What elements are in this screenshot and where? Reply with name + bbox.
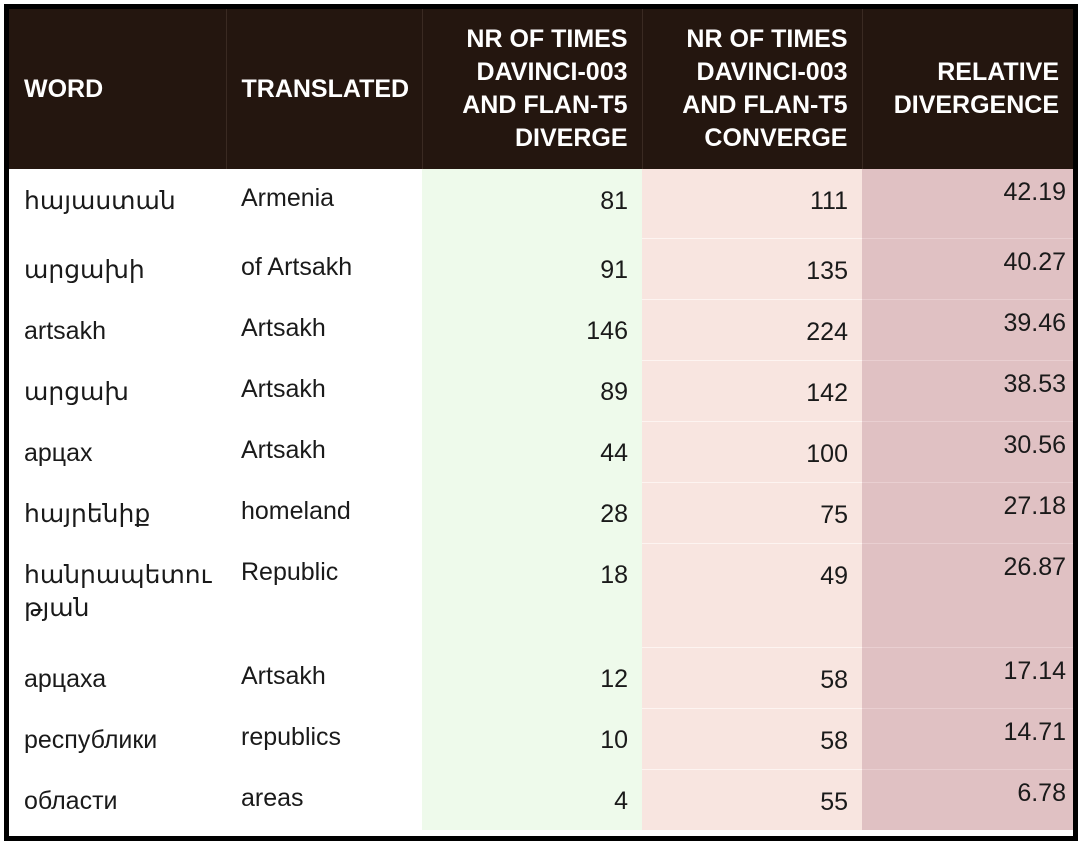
cell-converge: 100: [642, 420, 862, 482]
header-diverge: NR OF TIMES DAVINCI-003 AND FLAN-T5 DIVE…: [422, 9, 643, 169]
cell-translated: republics: [241, 723, 342, 751]
cell-translated: homeland: [241, 497, 351, 525]
table-row: հանրապետու թյան Republic 18 49 26.87: [9, 542, 1073, 647]
cell-translated: Republic: [241, 558, 339, 586]
cell-diverge: 44: [422, 421, 642, 482]
table-body: հայաստան Armenia 81 111 42.19 արցախի of …: [9, 169, 1073, 830]
cell-translated: Artsakh: [241, 314, 326, 342]
cell-word: հայրենիք: [24, 500, 151, 528]
header-word: WORD: [9, 9, 227, 169]
cell-word: арцаха: [24, 665, 107, 693]
cell-translated: areas: [241, 784, 304, 812]
cell-converge: 49: [642, 542, 862, 647]
cell-word: artsakh: [24, 317, 106, 345]
table-row: արցախ Artsakh 89 142 38.53: [9, 359, 1073, 421]
cell-translated: Artsakh: [241, 375, 326, 403]
cell-relative-divergence: 38.53: [862, 359, 1073, 421]
cell-relative-divergence: 17.14: [862, 646, 1073, 708]
table-header: WORD TRANSLATED NR OF TIMES DAVINCI-003 …: [9, 9, 1073, 169]
header-translated: TRANSLATED: [226, 9, 423, 169]
cell-diverge: 146: [422, 299, 642, 360]
cell-diverge: 81: [422, 169, 642, 238]
table-row: artsakh Artsakh 146 224 39.46: [9, 298, 1073, 360]
cell-converge: 224: [642, 298, 862, 360]
cell-converge: 75: [642, 481, 862, 543]
cell-word: արցախի: [24, 256, 145, 284]
cell-converge: 135: [642, 237, 862, 299]
cell-relative-divergence: 40.27: [862, 237, 1073, 299]
cell-relative-divergence: 42.19: [862, 169, 1073, 238]
cell-diverge: 91: [422, 238, 642, 299]
cell-word: հանրապետու թյան: [24, 561, 212, 622]
header-relative-divergence: RELATIVE DIVERGENCE: [862, 9, 1073, 169]
cell-translated: Armenia: [241, 184, 335, 212]
cell-word: արցախ: [24, 378, 129, 406]
cell-relative-divergence: 30.56: [862, 420, 1073, 482]
table-row: հայաստան Armenia 81 111 42.19: [9, 169, 1073, 238]
table-row: арцаха Artsakh 12 58 17.14: [9, 646, 1073, 708]
cell-translated: Artsakh: [241, 662, 326, 690]
header-converge: NR OF TIMES DAVINCI-003 AND FLAN-T5 CONV…: [642, 9, 863, 169]
cell-diverge: 12: [422, 647, 642, 708]
cell-diverge: 18: [422, 543, 642, 647]
cell-word: области: [24, 787, 118, 815]
cell-relative-divergence: 26.87: [862, 542, 1073, 647]
cell-converge: 58: [642, 707, 862, 769]
table-row: արցախի of Artsakh 91 135 40.27: [9, 237, 1073, 299]
cell-converge: 111: [642, 169, 862, 238]
divergence-table: WORD TRANSLATED NR OF TIMES DAVINCI-003 …: [9, 9, 1073, 830]
cell-diverge: 4: [422, 769, 642, 830]
table-row: области areas 4 55 6.78: [9, 768, 1073, 830]
cell-word: հայաստան: [24, 187, 176, 215]
table-row: հայրենիք homeland 28 75 27.18: [9, 481, 1073, 543]
cell-translated: Artsakh: [241, 436, 326, 464]
cell-word: арцах: [24, 439, 93, 467]
cell-relative-divergence: 39.46: [862, 298, 1073, 360]
cell-diverge: 28: [422, 482, 642, 543]
cell-relative-divergence: 27.18: [862, 481, 1073, 543]
cell-relative-divergence: 6.78: [862, 768, 1073, 830]
cell-translated: of Artsakh: [241, 253, 353, 281]
cell-diverge: 10: [422, 708, 642, 769]
cell-converge: 58: [642, 646, 862, 708]
cell-converge: 142: [642, 359, 862, 421]
divergence-table-container: WORD TRANSLATED NR OF TIMES DAVINCI-003 …: [4, 4, 1078, 841]
cell-diverge: 89: [422, 360, 642, 421]
table-row: арцах Artsakh 44 100 30.56: [9, 420, 1073, 482]
cell-converge: 55: [642, 768, 862, 830]
cell-relative-divergence: 14.71: [862, 707, 1073, 769]
cell-word: республики: [24, 726, 158, 754]
table-row: республики republics 10 58 14.71: [9, 707, 1073, 769]
